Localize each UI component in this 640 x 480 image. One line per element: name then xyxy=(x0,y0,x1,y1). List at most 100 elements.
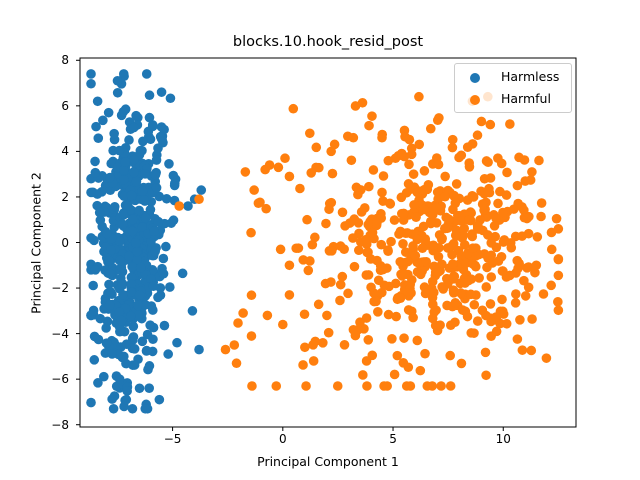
data-point xyxy=(321,218,331,229)
data-point xyxy=(538,289,549,299)
data-point xyxy=(135,262,146,273)
data-point xyxy=(349,261,360,272)
data-point xyxy=(396,148,407,159)
data-point xyxy=(386,236,396,247)
data-point xyxy=(231,358,242,369)
data-point xyxy=(553,254,564,264)
data-point xyxy=(335,279,346,290)
data-point xyxy=(479,173,490,184)
data-point xyxy=(498,207,508,218)
data-point xyxy=(383,155,394,166)
data-point xyxy=(553,297,563,307)
data-point xyxy=(364,181,374,192)
data-point xyxy=(450,317,460,328)
data-point xyxy=(298,255,309,265)
data-point xyxy=(482,230,493,240)
data-point xyxy=(546,280,556,291)
data-point xyxy=(466,328,477,338)
data-point xyxy=(401,381,412,391)
data-point xyxy=(371,296,381,307)
data-point xyxy=(378,171,389,181)
data-point xyxy=(88,280,99,291)
data-point xyxy=(493,198,503,209)
data-point xyxy=(246,331,257,341)
data-point xyxy=(93,378,103,388)
harmless-marker-icon xyxy=(470,73,480,83)
data-point xyxy=(137,222,147,232)
data-point xyxy=(485,119,496,130)
data-point xyxy=(101,228,112,239)
data-point xyxy=(405,283,415,294)
y-tick-label: 6 xyxy=(61,98,69,113)
data-point xyxy=(486,238,497,248)
data-point xyxy=(135,145,146,156)
data-point xyxy=(497,294,507,305)
data-point xyxy=(355,317,365,328)
data-point xyxy=(126,287,136,297)
data-point xyxy=(474,249,484,260)
data-point xyxy=(168,170,179,181)
data-point xyxy=(391,311,401,322)
data-point xyxy=(541,353,552,363)
data-point xyxy=(128,332,139,342)
data-point xyxy=(481,156,492,166)
axis-ticks xyxy=(76,59,504,431)
data-point xyxy=(377,287,387,298)
data-point xyxy=(131,110,141,121)
data-point xyxy=(509,204,519,214)
data-point xyxy=(447,142,458,153)
data-point xyxy=(147,121,158,132)
data-point xyxy=(356,207,367,217)
data-point xyxy=(469,299,480,310)
data-point xyxy=(385,198,395,209)
data-point xyxy=(273,162,284,173)
data-point xyxy=(479,205,489,216)
data-point xyxy=(288,103,299,114)
x-tick-label: 10 xyxy=(495,432,511,446)
data-point xyxy=(410,250,421,261)
data-point xyxy=(255,197,265,208)
data-point xyxy=(437,259,447,270)
data-point xyxy=(498,309,509,319)
data-point xyxy=(129,167,139,178)
data-point xyxy=(99,371,109,382)
data-point xyxy=(363,335,374,345)
data-point xyxy=(148,305,158,315)
data-point xyxy=(440,191,450,202)
data-point xyxy=(456,150,467,161)
data-point xyxy=(420,288,431,299)
data-point xyxy=(137,186,148,196)
data-point xyxy=(517,345,528,355)
data-point xyxy=(106,245,116,255)
data-point xyxy=(436,381,446,391)
data-point xyxy=(522,213,532,224)
data-point xyxy=(90,156,100,167)
data-point xyxy=(501,190,512,200)
data-point xyxy=(403,305,414,315)
data-point xyxy=(480,347,491,358)
scatter-points xyxy=(86,69,564,414)
y-tick-label: 4 xyxy=(61,144,69,159)
data-point xyxy=(165,282,175,292)
data-point xyxy=(122,386,132,396)
data-point xyxy=(437,234,447,245)
data-point xyxy=(127,403,138,414)
data-point xyxy=(447,134,458,145)
data-point xyxy=(421,256,432,267)
data-point xyxy=(402,228,413,238)
data-point xyxy=(398,357,409,368)
data-point xyxy=(451,179,462,189)
data-point xyxy=(510,298,521,308)
data-point xyxy=(337,207,348,218)
data-point xyxy=(299,309,310,320)
data-point xyxy=(472,130,483,141)
data-point xyxy=(339,340,350,350)
data-point xyxy=(108,403,119,414)
data-point xyxy=(489,221,500,231)
data-point xyxy=(383,246,393,257)
legend-item-harmful: Harmful xyxy=(455,89,571,109)
data-point xyxy=(151,182,162,193)
data-point xyxy=(450,230,461,241)
data-point xyxy=(303,265,314,276)
legend: Harmless Harmful xyxy=(454,63,572,113)
